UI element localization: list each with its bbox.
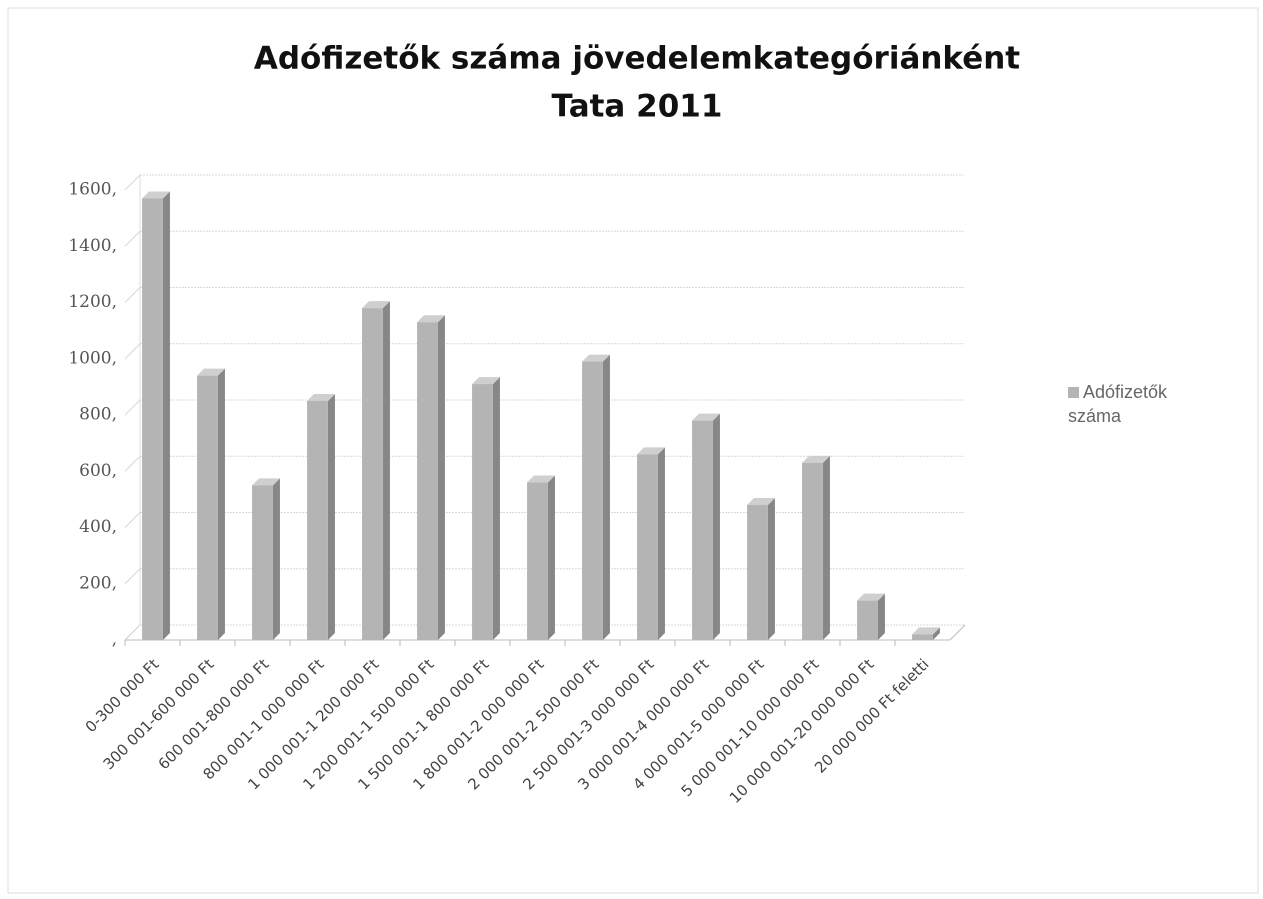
- bar-side: [822, 455, 830, 640]
- bar: [197, 375, 218, 640]
- grid-line-side: [124, 287, 141, 303]
- chart-border: [7, 7, 1259, 894]
- bar: [692, 420, 713, 640]
- floor-edge: [949, 624, 966, 641]
- bar-side: [217, 368, 225, 640]
- y-tick-label: 1600,: [68, 180, 117, 200]
- bar-side: [932, 627, 940, 640]
- grid-line-side: [124, 399, 141, 416]
- grid-line-side: [124, 568, 141, 585]
- chart-title: Tata 2011: [552, 89, 723, 125]
- bar-top: [307, 393, 335, 401]
- bar-top: [142, 191, 170, 199]
- bar: [582, 361, 603, 640]
- bar-top: [582, 354, 610, 362]
- y-tick-label: 400,: [79, 517, 117, 537]
- y-tick-label: 1000,: [68, 348, 117, 368]
- bar-side: [602, 354, 610, 640]
- bar: [912, 634, 933, 640]
- bar: [802, 462, 823, 640]
- y-tick-label: 600,: [79, 461, 117, 481]
- bar-top: [747, 498, 775, 505]
- bar-side: [492, 377, 500, 640]
- y-tick-label: 1200,: [68, 292, 117, 312]
- grid-line-side: [124, 624, 141, 641]
- chart-title: Adófizetők száma jövedelemkategóriánként: [254, 41, 1020, 77]
- bar: [417, 322, 438, 640]
- bar-side: [382, 301, 390, 640]
- bar: [362, 308, 383, 640]
- bar-side: [767, 498, 775, 640]
- bar: [142, 198, 163, 640]
- bar-top: [912, 627, 940, 635]
- bar-side: [272, 478, 280, 640]
- bar: [747, 505, 768, 640]
- bar-side: [327, 393, 335, 640]
- bar: [857, 600, 878, 640]
- grid-line-side: [124, 455, 141, 472]
- bar: [252, 485, 273, 640]
- bar-top: [692, 413, 720, 421]
- bar-top: [857, 593, 885, 601]
- bar: [472, 384, 493, 640]
- bar-top: [802, 455, 830, 463]
- bar-side: [712, 413, 720, 640]
- bar-side: [437, 315, 445, 640]
- bar-top: [527, 475, 555, 483]
- legend: Adófizetők száma: [1068, 380, 1218, 428]
- bar-top: [637, 447, 665, 455]
- bar-side: [547, 475, 555, 640]
- bar-top: [362, 301, 390, 309]
- y-tick-label: ,: [112, 630, 117, 650]
- y-tick-label: 1400,: [68, 236, 117, 256]
- grid-line-side: [124, 343, 141, 360]
- bar-side: [657, 447, 665, 640]
- bar-top: [197, 368, 225, 376]
- legend-label: Adófizetők száma: [1068, 382, 1168, 426]
- bar-top: [252, 478, 280, 486]
- grid-line-side: [124, 230, 141, 247]
- bar-top: [472, 377, 500, 385]
- bar-top: [417, 315, 445, 323]
- bar-side: [877, 593, 885, 640]
- y-tick-label: 800,: [79, 405, 117, 425]
- y-tick-label: 200,: [79, 573, 117, 593]
- bar-side: [162, 191, 170, 640]
- grid-line-side: [124, 174, 141, 191]
- bar: [307, 400, 328, 640]
- bar: [527, 482, 548, 640]
- grid-line-side: [124, 512, 141, 528]
- legend-swatch: [1068, 387, 1079, 398]
- bar: [637, 454, 658, 640]
